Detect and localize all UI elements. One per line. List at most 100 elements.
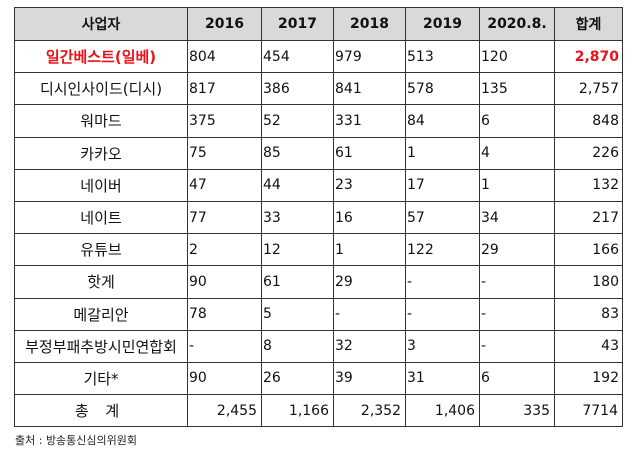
header-2016: 2016 (187, 7, 262, 41)
header-2018: 2018 (333, 7, 406, 41)
table-row: 네이트 77 33 16 57 34 217 (14, 200, 623, 235)
year-value: 804 (187, 39, 262, 74)
table-row: 핫게 90 61 29- -180 (14, 265, 623, 299)
year-value: - (479, 329, 555, 363)
year-value: 4 (479, 136, 555, 170)
row-total: 83 (554, 297, 623, 331)
header-row: 사업자 2016 2017 2018 2019 2020.8. 합계 (14, 7, 623, 41)
sum-value: 1,166 (261, 394, 334, 428)
year-value: 979 (333, 39, 406, 74)
year-value: 17 (405, 168, 480, 202)
year-value: 6 (479, 361, 555, 396)
year-value: 29 (479, 233, 555, 267)
operator-name: 네이트 (14, 200, 188, 235)
year-value: 84 (405, 104, 480, 138)
year-value: 1 (405, 136, 480, 170)
year-value: 6 (479, 104, 555, 138)
header-operator: 사업자 (14, 7, 188, 41)
year-value: 1 (479, 168, 555, 202)
row-total: 2,870 (554, 39, 623, 74)
year-value: 57 (405, 200, 480, 235)
year-value: 39 (333, 361, 406, 396)
year-value: - (479, 297, 555, 331)
year-value: 578 (405, 72, 480, 106)
year-value: 1 (333, 233, 406, 267)
table-row: 메갈리안 78 5- - -83 (14, 297, 623, 331)
sum-row: 총 계 2,455 1,166 2,352 1,406 335 7714 (14, 394, 623, 428)
year-value: 454 (261, 39, 334, 74)
operator-name: 핫게 (14, 265, 188, 299)
year-value: 90 (187, 265, 262, 299)
sum-value: 2,352 (333, 394, 406, 428)
row-total: 43 (554, 329, 623, 363)
operator-name: 일간베스트(일베) (14, 39, 188, 74)
table-row: 부정부패추방시민연합회 -8 32 3-43 (14, 329, 623, 363)
header-2017: 2017 (261, 7, 334, 41)
year-value: 8 (261, 329, 334, 363)
table-row: 유튜브 2 12 1 122 29 166 (14, 233, 623, 267)
operator-name: 기타* (14, 361, 188, 396)
header-2019: 2019 (405, 7, 480, 41)
operator-name: 부정부패추방시민연합회 (14, 329, 188, 363)
year-value: 135 (479, 72, 555, 106)
year-value: 34 (479, 200, 555, 235)
sum-value: 335 (479, 394, 555, 428)
table-row: 기타* 90 26 39 31 6 192 (14, 361, 623, 396)
year-value: 32 (333, 329, 406, 363)
year-value: 77 (187, 200, 262, 235)
year-value: 29 (333, 265, 406, 299)
year-value: 817 (187, 72, 262, 106)
year-value: 75 (187, 136, 262, 170)
year-value: 47 (187, 168, 262, 202)
sum-value: 2,455 (187, 394, 262, 428)
row-total: 166 (554, 233, 623, 267)
operator-name: 디시인사이드(디시) (14, 72, 188, 106)
table-row: 워마드 375 52 331 84 6 848 (14, 104, 623, 138)
year-value: 61 (261, 265, 334, 299)
year-value: 2 (187, 233, 262, 267)
table-row: 카카오 75 85 61 1 4 226 (14, 136, 623, 170)
operator-name: 네이버 (14, 168, 188, 202)
row-total: 192 (554, 361, 623, 396)
year-value: 375 (187, 104, 262, 138)
year-value: 90 (187, 361, 262, 396)
year-value: 31 (405, 361, 480, 396)
year-value: 78 (187, 297, 262, 331)
year-value: 122 (405, 233, 480, 267)
year-value: 841 (333, 72, 406, 106)
year-value: 26 (261, 361, 334, 396)
year-value: 5 (261, 297, 334, 331)
year-value: 120 (479, 39, 555, 74)
year-value: 513 (405, 39, 480, 74)
sum-total: 7714 (554, 394, 623, 428)
year-value: - (479, 265, 555, 299)
header-total: 합계 (554, 7, 623, 41)
year-value: 61 (333, 136, 406, 170)
row-total: 217 (554, 200, 623, 235)
table-row: 네이버 47 44 23 17 1 132 (14, 168, 623, 202)
year-value: 85 (261, 136, 334, 170)
operator-name: 카카오 (14, 136, 188, 170)
year-value: - (187, 329, 262, 363)
sum-label: 총 계 (14, 394, 188, 428)
year-value: - (405, 297, 480, 331)
year-value: 44 (261, 168, 334, 202)
row-total: 2,757 (554, 72, 623, 106)
statistics-table: 사업자 2016 2017 2018 2019 2020.8. 합계 일간베스트… (14, 7, 623, 428)
source-note: 출처 : 방송통신심의위원회 (15, 434, 138, 447)
year-value: - (333, 297, 406, 331)
year-value: 33 (261, 200, 334, 235)
sum-value: 1,406 (405, 394, 480, 428)
year-value: 386 (261, 72, 334, 106)
year-value: - (405, 265, 480, 299)
year-value: 23 (333, 168, 406, 202)
row-total: 226 (554, 136, 623, 170)
year-value: 331 (333, 104, 406, 138)
row-total: 180 (554, 265, 623, 299)
year-value: 12 (261, 233, 334, 267)
year-value: 16 (333, 200, 406, 235)
operator-name: 워마드 (14, 104, 188, 138)
operator-name: 유튜브 (14, 233, 188, 267)
year-value: 3 (405, 329, 480, 363)
table-row: 일간베스트(일베) 804 454 979 513 120 2,870 (14, 39, 623, 74)
